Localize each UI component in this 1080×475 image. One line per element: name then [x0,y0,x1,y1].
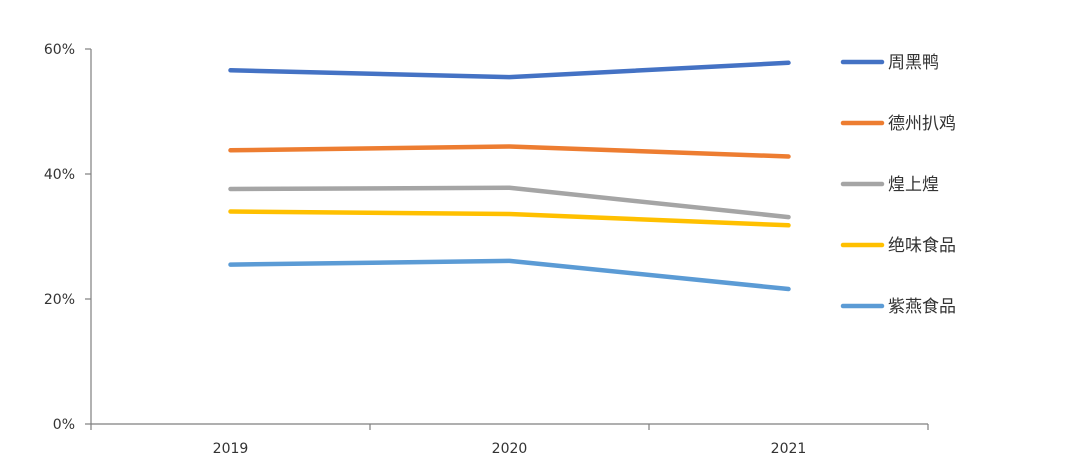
legend-item: 周黑鸭 [840,53,939,73]
series-line-3 [228,209,791,228]
legend-item: 煌上煌 [840,175,939,195]
y-tick-label: 0% [53,417,75,433]
legend-label: 煌上煌 [888,175,939,195]
legend-label: 德州扒鸡 [888,114,956,134]
series-lines [228,60,791,292]
series-line-4 [228,258,791,292]
y-tick-label: 20% [44,292,75,308]
legend-label: 周黑鸭 [888,53,939,73]
series-line-2 [228,185,791,220]
x-tick-label: 2019 [213,441,249,457]
axes: 0% 20% 40% 60% 2019 2020 2021 [44,42,929,457]
y-tick-label: 60% [44,42,75,58]
legend-item: 绝味食品 [840,236,956,256]
legend-item: 紫燕食品 [840,297,956,317]
series-line-0 [228,60,791,80]
legend-item: 德州扒鸡 [840,114,956,134]
x-tick-label: 2021 [771,441,807,457]
x-tick-label: 2020 [492,441,528,457]
legend-label: 绝味食品 [888,236,956,256]
legend-label: 紫燕食品 [888,297,956,317]
series-line-1 [228,144,791,159]
y-tick-label: 40% [44,167,75,183]
